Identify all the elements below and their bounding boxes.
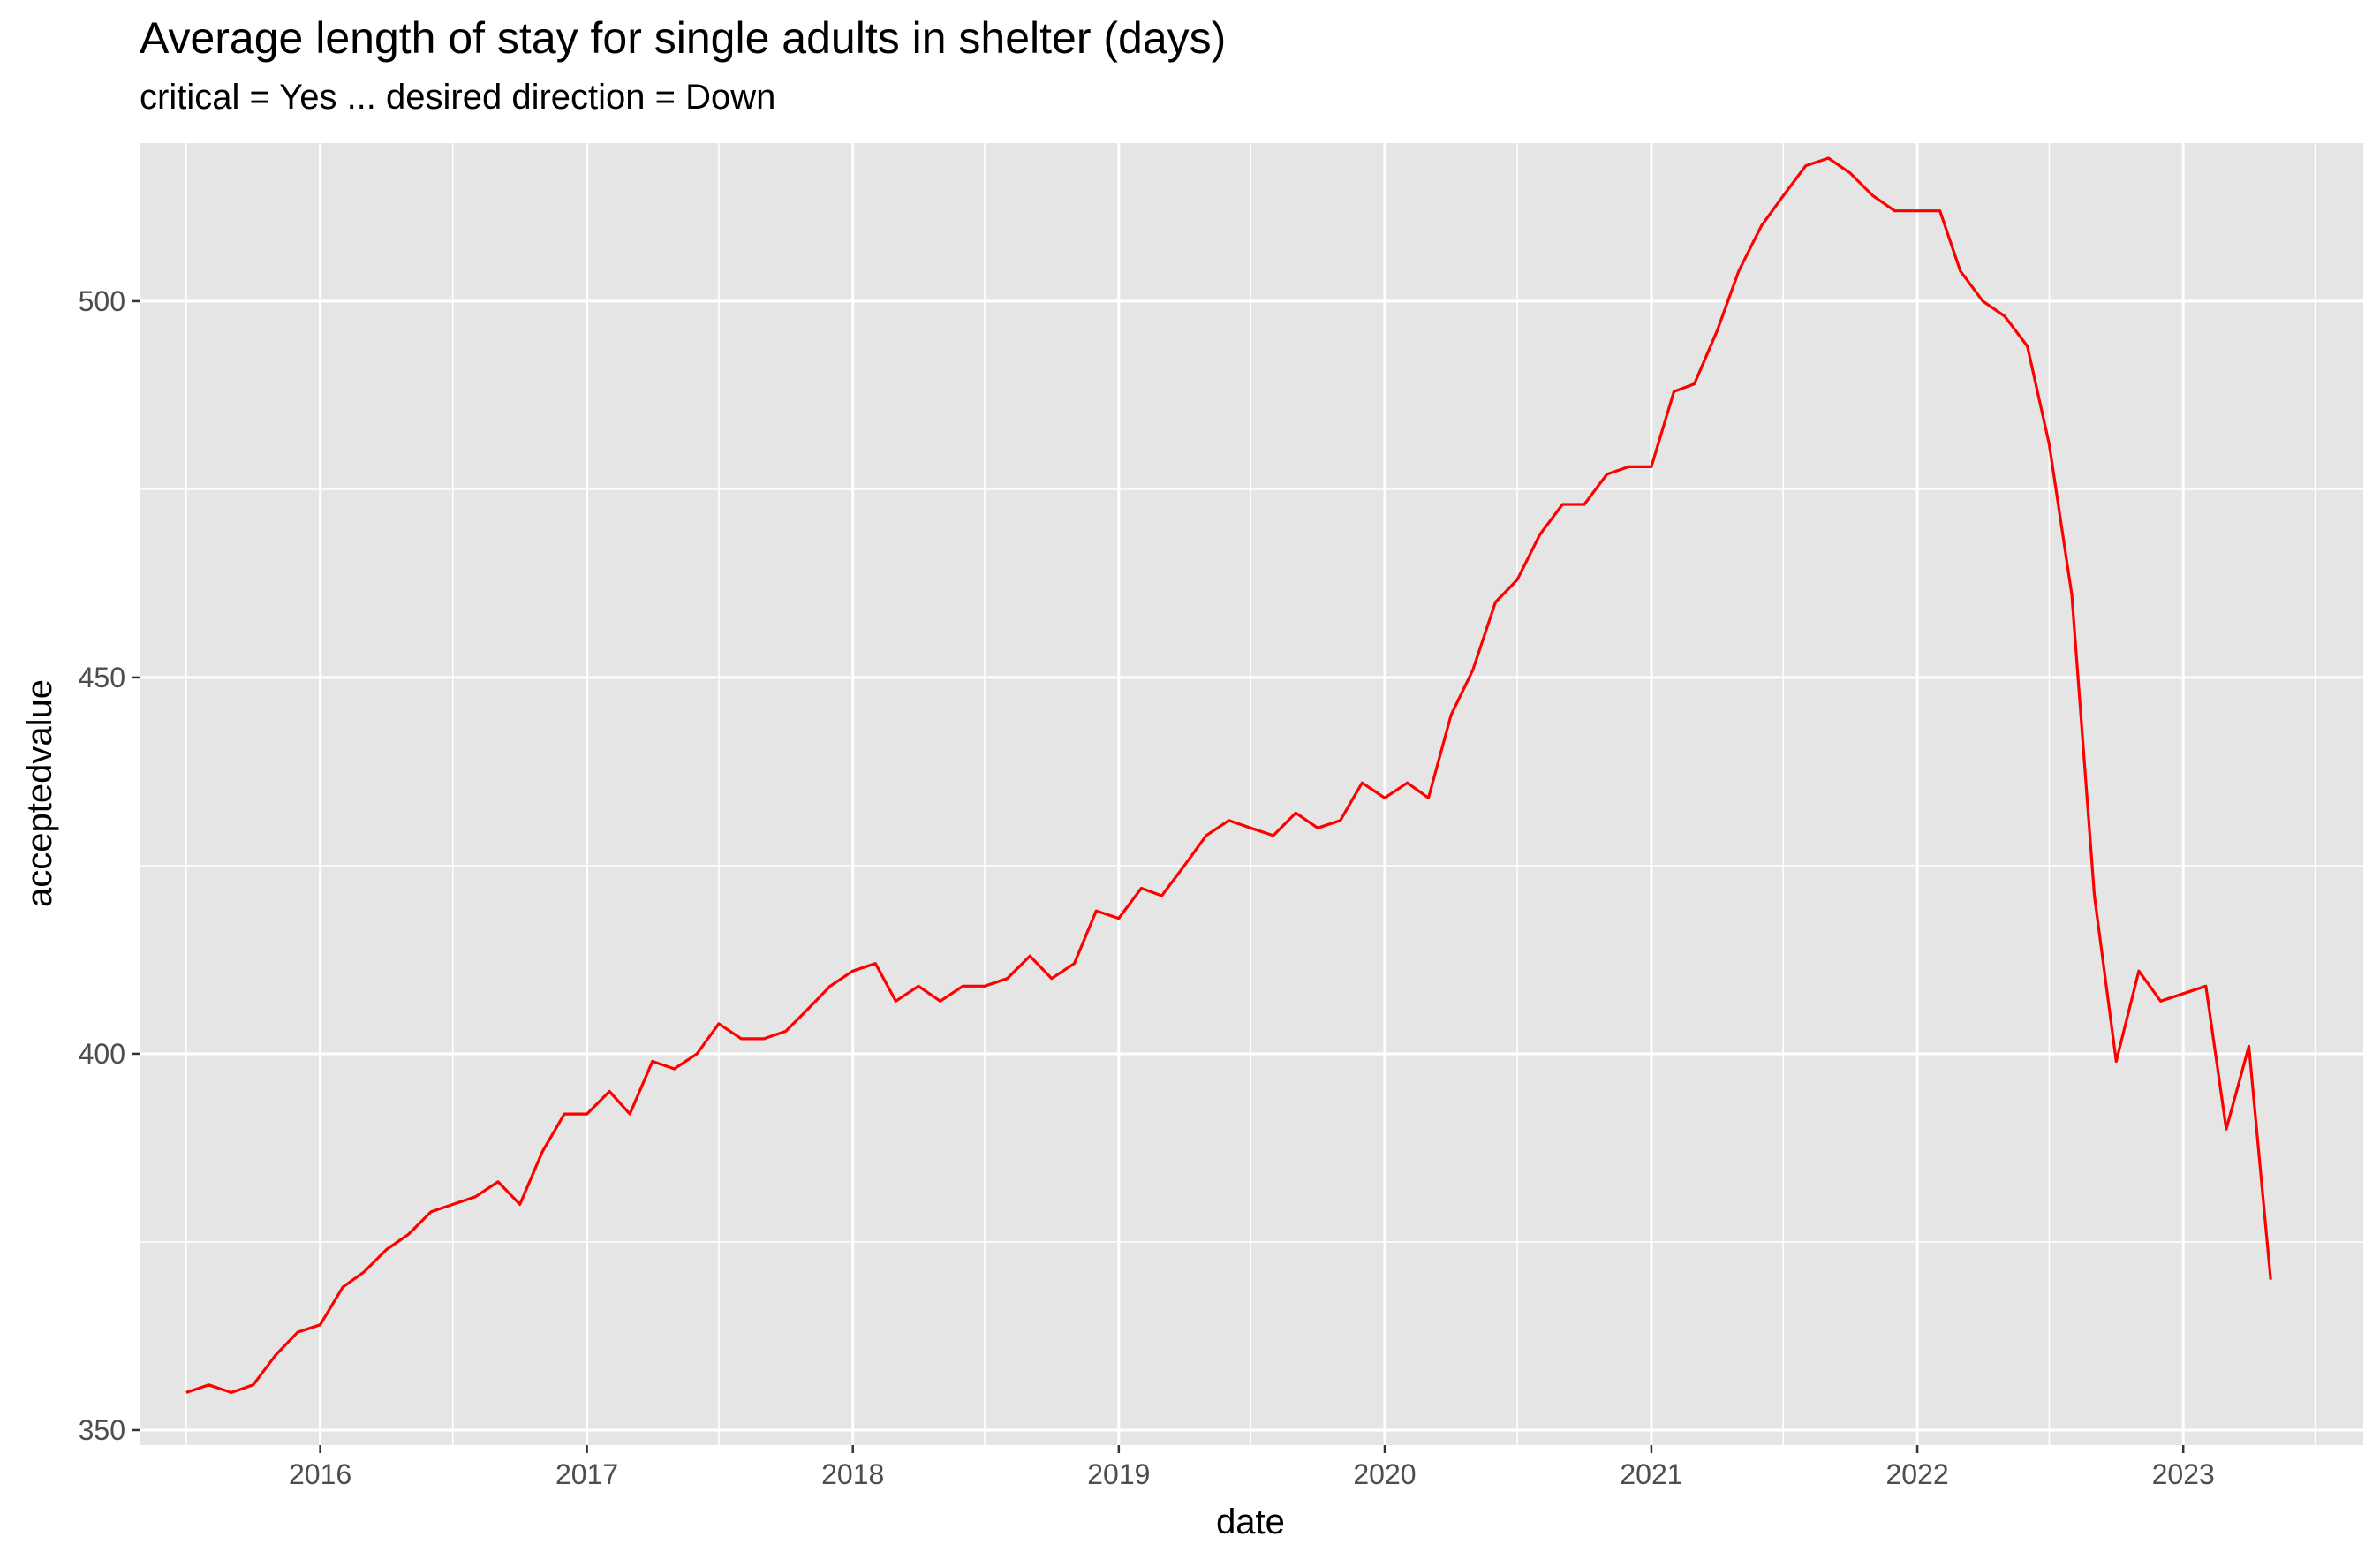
y-axis: 350 400 450 500 [79,285,140,1446]
x-tick-label: 2018 [821,1458,884,1490]
chart-subtitle: critical = Yes ... desired direction = D… [140,78,776,117]
y-tick-label: 350 [79,1414,125,1446]
y-tick-label: 500 [79,285,125,317]
x-tick-label: 2021 [1620,1458,1682,1490]
x-tick-label: 2016 [289,1458,351,1490]
x-axis: 2016 2017 2018 2019 2020 2021 2022 2023 [289,1445,2215,1490]
x-tick-label: 2019 [1087,1458,1150,1490]
x-tick-label: 2017 [555,1458,618,1490]
y-tick-label: 400 [79,1038,125,1070]
x-tick-label: 2023 [2152,1458,2215,1490]
y-tick-label: 450 [79,662,125,693]
x-tick-label: 2022 [1885,1458,1948,1490]
plot-panel [140,143,2363,1445]
x-axis-title: date [1216,1503,1285,1541]
chart-title: Average length of stay for single adults… [140,13,1227,63]
x-tick-label: 2020 [1353,1458,1416,1490]
grid-major [140,143,2363,1445]
y-axis-title: acceptedvalue [20,679,59,907]
series-line [185,156,2272,1394]
grid-minor [140,143,2363,1445]
